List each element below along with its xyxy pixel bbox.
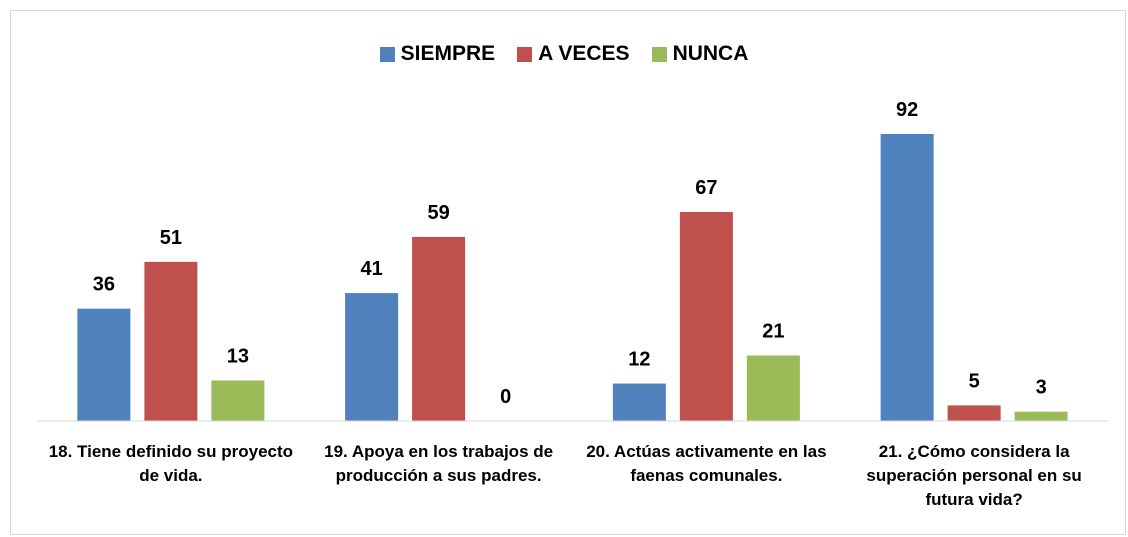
value-label: 36 [93, 274, 115, 296]
value-label: 13 [227, 345, 249, 367]
bar [947, 405, 1001, 421]
bar [144, 261, 198, 421]
legend-item: SIEMPRE [379, 42, 496, 66]
legend-item: A VECES [517, 42, 630, 66]
value-label: 21 [762, 320, 784, 342]
legend: SIEMPRE A VECES NUNCA [0, 42, 1128, 66]
bar [211, 380, 265, 421]
value-label: 3 [1036, 377, 1047, 399]
bar [880, 133, 934, 421]
bar [1014, 411, 1068, 421]
legend-label: SIEMPRE [400, 42, 496, 65]
x-tick-label: 20. Actúas activamente en las faenas com… [586, 442, 827, 485]
bar [412, 236, 466, 421]
chart-frame [10, 10, 1126, 535]
value-label: 5 [969, 370, 980, 392]
legend-label: A VECES [538, 42, 630, 65]
bar [77, 308, 131, 421]
value-label: 12 [628, 349, 650, 371]
bar [746, 355, 800, 421]
legend-swatch [379, 46, 395, 62]
value-label: 92 [896, 99, 918, 121]
x-tick-label: 21. ¿Cómo considera la superación person… [866, 442, 1082, 509]
legend-label: NUNCA [672, 42, 749, 65]
bar [612, 383, 666, 421]
x-tick-label: 19. Apoya en los trabajos de producción … [324, 442, 554, 485]
value-label: 59 [428, 202, 450, 224]
legend-item: NUNCA [651, 42, 749, 66]
value-label: 67 [695, 177, 717, 199]
bar [345, 293, 399, 421]
legend-swatch [651, 46, 667, 62]
bar [679, 211, 733, 421]
legend-swatch [517, 46, 533, 62]
value-label: 41 [361, 258, 383, 280]
x-tick-label: 18. Tiene definido su proyecto de vida. [48, 442, 294, 485]
value-label: 0 [500, 386, 511, 408]
value-label: 51 [160, 227, 182, 249]
